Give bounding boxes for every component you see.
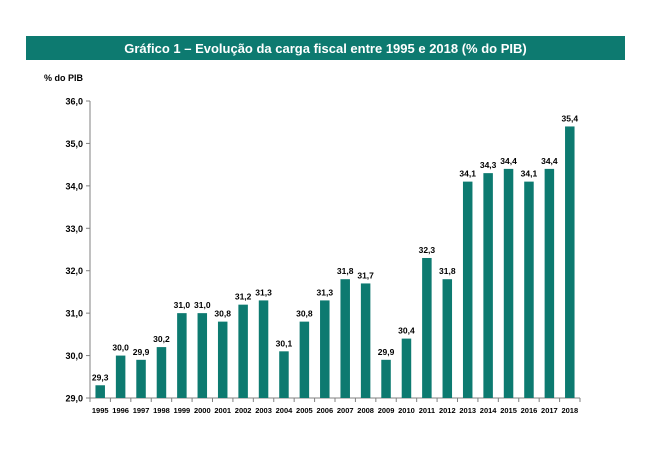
x-axis: 1995 1996 1997 1998 1999 2000 2001 2002 2003 2004… bbox=[89, 397, 581, 415]
bar bbox=[524, 181, 534, 398]
x-tick-label: 2004 bbox=[276, 406, 294, 415]
y-tick-label: 30,0 bbox=[65, 351, 83, 361]
bar bbox=[258, 300, 269, 398]
data-label: 34,4 bbox=[500, 156, 517, 166]
data-label: 31,3 bbox=[317, 287, 334, 297]
data-label: 34,1 bbox=[459, 169, 476, 179]
data-label: 29,9 bbox=[378, 347, 395, 357]
bar bbox=[544, 168, 555, 398]
data-label: 31,0 bbox=[194, 300, 211, 310]
data-label: 31,3 bbox=[255, 287, 272, 297]
x-tick-label: 1997 bbox=[133, 406, 150, 415]
x-tick-label: 2009 bbox=[378, 406, 395, 415]
data-label: 30,2 bbox=[153, 334, 170, 344]
x-tick-label: 2007 bbox=[337, 406, 354, 415]
bar bbox=[95, 385, 105, 398]
bar bbox=[422, 257, 432, 398]
x-tick-label: 2008 bbox=[357, 406, 374, 415]
y-tick-label: 31,0 bbox=[65, 309, 83, 319]
data-label: 30,1 bbox=[276, 338, 293, 348]
y-axis-label: % do PIB bbox=[44, 73, 84, 83]
y-tick-label: 36,0 bbox=[65, 97, 83, 107]
bar bbox=[360, 283, 371, 398]
x-tick-label: 2013 bbox=[459, 406, 476, 415]
data-label: 29,9 bbox=[133, 347, 150, 357]
bar bbox=[442, 279, 453, 398]
x-tick-label: 2002 bbox=[235, 406, 252, 415]
chart-title-bar: Gráfico 1 – Evolução da carga fiscal ent… bbox=[26, 36, 625, 60]
x-tick-label: 2001 bbox=[214, 406, 231, 415]
bars bbox=[95, 126, 575, 398]
y-tick-label: 35,0 bbox=[65, 139, 83, 149]
data-label: 30,0 bbox=[112, 343, 129, 353]
x-tick-label: 1996 bbox=[112, 406, 129, 415]
data-label: 34,1 bbox=[521, 169, 538, 179]
x-tick-label: 2014 bbox=[480, 406, 498, 415]
x-tick-label: 1995 bbox=[92, 406, 109, 415]
bar bbox=[279, 351, 289, 398]
data-labels: 29,330,0 29,930,231,0 31,030,831,2 31,330,1… bbox=[92, 113, 578, 382]
y-tick-label: 32,0 bbox=[65, 266, 83, 276]
data-label: 34,4 bbox=[541, 156, 558, 166]
bar bbox=[381, 359, 391, 398]
x-tick-label: 1999 bbox=[174, 406, 191, 415]
data-label: 30,8 bbox=[296, 309, 313, 319]
bar bbox=[462, 181, 473, 398]
data-label: 31,8 bbox=[439, 266, 456, 276]
x-tick-label: 1998 bbox=[153, 406, 170, 415]
bar bbox=[565, 126, 575, 398]
x-tick-label: 2000 bbox=[194, 406, 211, 415]
bar bbox=[340, 279, 350, 398]
data-label: 34,3 bbox=[480, 160, 497, 170]
bar bbox=[320, 300, 330, 398]
bar bbox=[299, 321, 310, 398]
bar bbox=[401, 338, 412, 398]
x-tick-label: 2017 bbox=[541, 406, 558, 415]
bar bbox=[238, 304, 248, 398]
data-label: 29,3 bbox=[92, 372, 109, 382]
bar bbox=[217, 321, 228, 398]
x-tick-label: 2016 bbox=[521, 406, 538, 415]
bar bbox=[197, 313, 208, 398]
data-label: 31,2 bbox=[235, 292, 252, 302]
bar bbox=[483, 173, 493, 398]
x-tick-label: 2018 bbox=[561, 406, 578, 415]
y-tick-label: 29,0 bbox=[65, 394, 83, 404]
data-label: 31,8 bbox=[337, 266, 354, 276]
y-axis: 29,0 30,0 31,0 32,0 33,0 34,0 35,0 36,0 bbox=[65, 97, 91, 404]
data-label: 31,7 bbox=[357, 270, 374, 280]
data-label: 32,3 bbox=[419, 245, 436, 255]
data-label: 30,4 bbox=[398, 326, 415, 336]
bar bbox=[115, 355, 126, 398]
x-tick-label: 2005 bbox=[296, 406, 313, 415]
chart-title: Gráfico 1 – Evolução da carga fiscal ent… bbox=[124, 40, 527, 56]
bar bbox=[156, 347, 167, 398]
x-tick-label: 2015 bbox=[500, 406, 517, 415]
data-label: 31,0 bbox=[174, 300, 191, 310]
x-tick-label: 2010 bbox=[398, 406, 415, 415]
bar bbox=[503, 168, 514, 398]
data-label: 30,8 bbox=[214, 309, 231, 319]
y-tick-label: 34,0 bbox=[65, 181, 83, 191]
bar bbox=[177, 313, 187, 398]
x-tick-label: 2011 bbox=[419, 406, 435, 415]
bar bbox=[136, 359, 146, 398]
x-tick-label: 2012 bbox=[439, 406, 456, 415]
x-tick-label: 2006 bbox=[316, 406, 333, 415]
data-label: 35,4 bbox=[562, 113, 579, 123]
y-tick-label: 33,0 bbox=[65, 224, 83, 234]
x-tick-label: 2003 bbox=[255, 406, 272, 415]
